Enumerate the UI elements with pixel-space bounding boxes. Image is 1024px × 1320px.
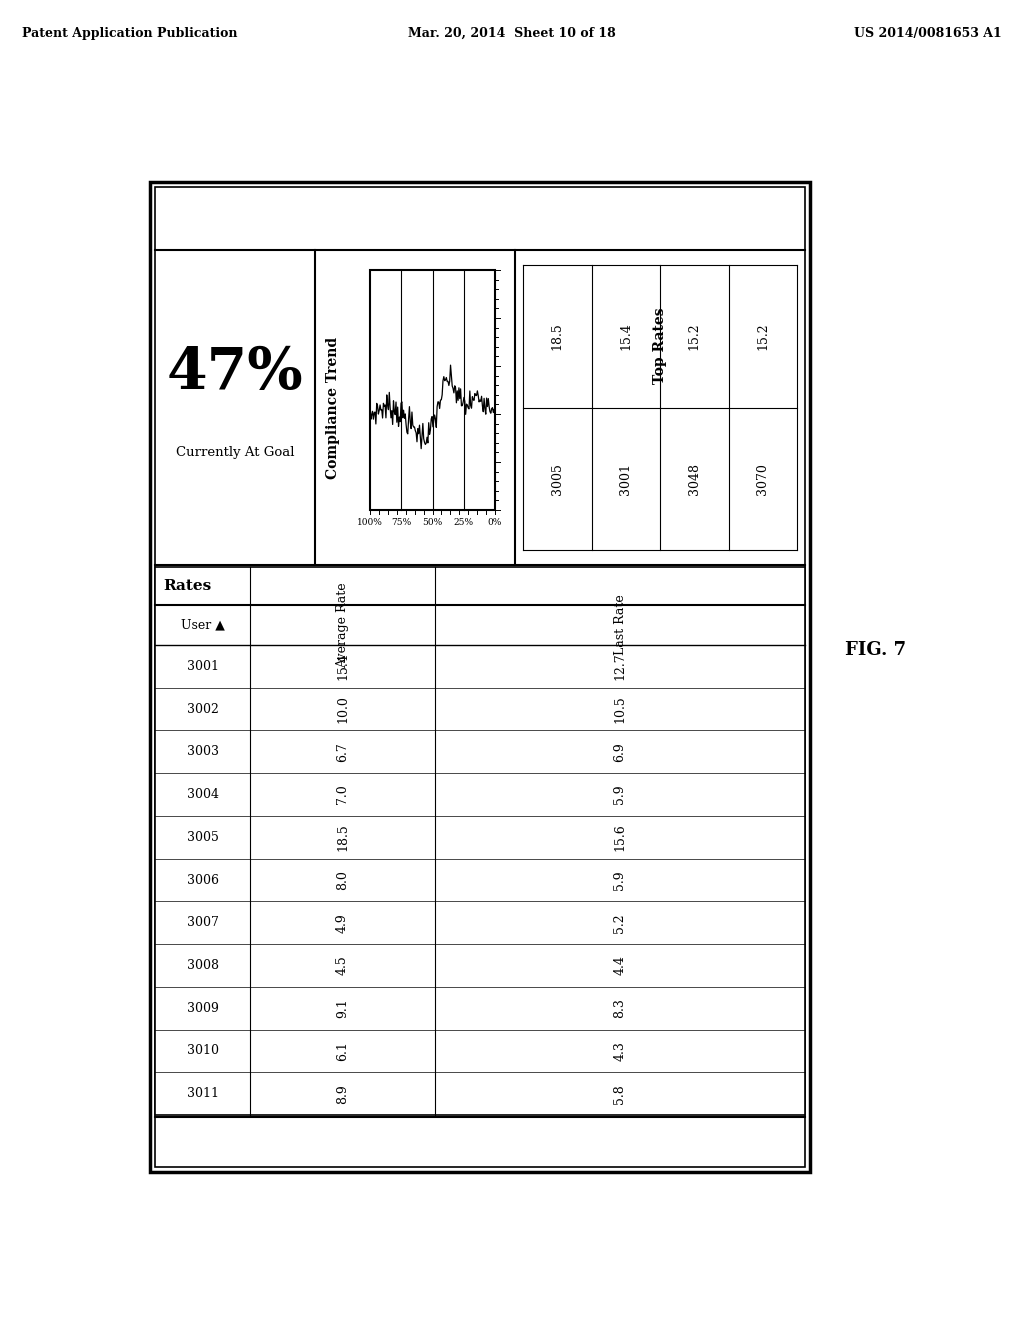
Bar [370, 271, 495, 510]
Text: 3048: 3048 [688, 463, 700, 495]
Text: 8.0: 8.0 [336, 870, 349, 890]
Text: 15.4: 15.4 [620, 322, 632, 350]
Text: 9.1: 9.1 [336, 998, 349, 1018]
Text: FIG. 7: FIG. 7 [845, 642, 906, 659]
Text: 6.1: 6.1 [336, 1041, 349, 1061]
Text: 5.9: 5.9 [613, 870, 627, 890]
Bar [150, 182, 810, 1172]
Text: 18.5: 18.5 [336, 824, 349, 851]
Text: 0%: 0% [487, 517, 502, 527]
Text: 12.7: 12.7 [613, 652, 627, 680]
Text: 3003: 3003 [186, 746, 218, 758]
Text: 3010: 3010 [186, 1044, 218, 1057]
Text: 18.5: 18.5 [551, 322, 564, 350]
Text: 25%: 25% [454, 517, 474, 527]
Text: 100%: 100% [357, 517, 383, 527]
Text: 4.5: 4.5 [336, 956, 349, 975]
Text: 10.0: 10.0 [336, 696, 349, 723]
Text: 3001: 3001 [620, 463, 632, 495]
Text: 3009: 3009 [186, 1002, 218, 1015]
Text: 15.4: 15.4 [336, 652, 349, 680]
Text: Rates: Rates [163, 579, 211, 593]
Bar [155, 187, 805, 1167]
Text: 4.3: 4.3 [613, 1041, 627, 1061]
Text: 50%: 50% [422, 517, 442, 527]
Text: 3004: 3004 [186, 788, 218, 801]
Text: 6.9: 6.9 [613, 742, 627, 762]
Text: 75%: 75% [391, 517, 412, 527]
Text: 5.2: 5.2 [613, 913, 627, 932]
Text: 15.2: 15.2 [688, 322, 700, 350]
Text: Last Rate: Last Rate [613, 594, 627, 655]
Text: Mar. 20, 2014  Sheet 10 of 18: Mar. 20, 2014 Sheet 10 of 18 [409, 26, 615, 40]
Text: 7.0: 7.0 [336, 784, 349, 804]
Bar [155, 568, 805, 1115]
Text: 5.9: 5.9 [613, 784, 627, 804]
Text: Top Rates: Top Rates [653, 308, 667, 384]
Text: 47%: 47% [167, 345, 303, 400]
Text: 3070: 3070 [757, 463, 769, 495]
Text: User ▲: User ▲ [180, 619, 224, 631]
Text: 8.3: 8.3 [613, 998, 627, 1018]
Text: 15.6: 15.6 [613, 824, 627, 851]
Text: 3002: 3002 [186, 702, 218, 715]
Text: Average Rate: Average Rate [336, 582, 349, 668]
Text: Compliance Trend: Compliance Trend [326, 337, 340, 479]
Text: 3006: 3006 [186, 874, 218, 887]
Text: 15.2: 15.2 [757, 322, 769, 350]
Text: 10.5: 10.5 [613, 696, 627, 723]
Text: Patent Application Publication: Patent Application Publication [22, 26, 238, 40]
Text: 3008: 3008 [186, 958, 218, 972]
Text: 8.9: 8.9 [336, 1084, 349, 1104]
Text: US 2014/0081653 A1: US 2014/0081653 A1 [854, 26, 1002, 40]
Text: 3007: 3007 [186, 916, 218, 929]
Text: 3005: 3005 [551, 463, 564, 495]
Text: 5.8: 5.8 [613, 1084, 627, 1104]
Text: 3005: 3005 [186, 830, 218, 843]
Text: 3001: 3001 [186, 660, 218, 673]
Text: Currently At Goal: Currently At Goal [176, 446, 294, 459]
Text: 4.4: 4.4 [613, 956, 627, 975]
Text: 3011: 3011 [186, 1088, 218, 1100]
Text: 6.7: 6.7 [336, 742, 349, 762]
Text: 4.9: 4.9 [336, 913, 349, 933]
